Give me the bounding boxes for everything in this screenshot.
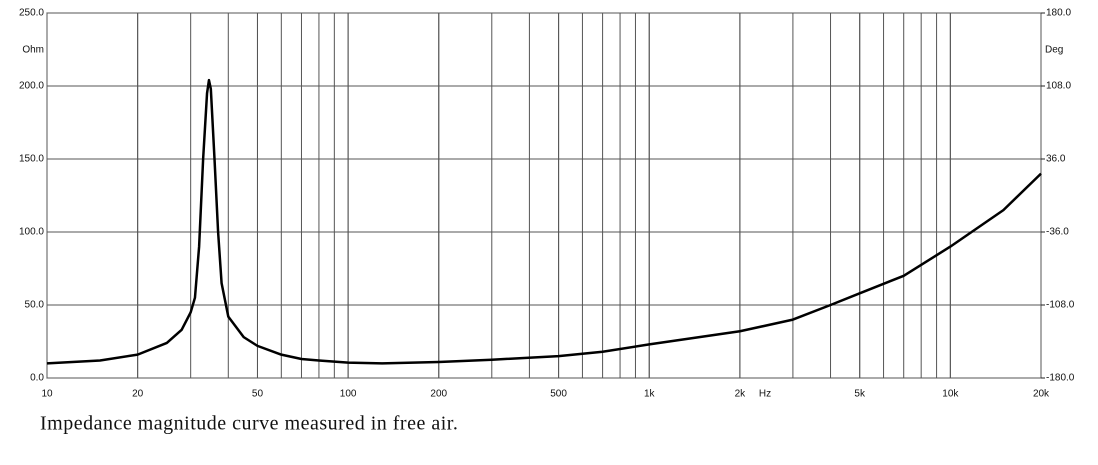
x-unit: Hz bbox=[759, 389, 771, 400]
x-tick-label: 5k bbox=[854, 389, 866, 400]
x-tick-label: 1k bbox=[644, 389, 656, 400]
y-tick-label: 100.0 bbox=[19, 227, 44, 238]
y2-tick-label: 36.0 bbox=[1046, 154, 1066, 165]
y2-tick-label: 108.0 bbox=[1046, 81, 1071, 92]
plot-frame bbox=[46, 12, 1042, 379]
x-tick-label: 10 bbox=[41, 389, 53, 400]
x-tick-label: 2k bbox=[735, 389, 747, 400]
y-tick-label: 150.0 bbox=[19, 154, 44, 165]
x-tick-label: 500 bbox=[550, 389, 567, 400]
impedance-curve bbox=[46, 78, 1042, 365]
y2-unit: Deg bbox=[1045, 45, 1063, 56]
y2-tick-label: -180.0 bbox=[1046, 373, 1075, 384]
y2-tick-label: -108.0 bbox=[1046, 300, 1075, 311]
y-tick-label: 250.0 bbox=[19, 8, 44, 19]
y-tick-label: 0.0 bbox=[30, 373, 44, 384]
x-tick-label: 20k bbox=[1033, 389, 1050, 400]
y2-tick-label: 180.0 bbox=[1046, 8, 1071, 19]
x-tick-label: 100 bbox=[340, 389, 357, 400]
caption: Impedance magnitude curve measured in fr… bbox=[40, 413, 458, 435]
y2-tick-label: -36.0 bbox=[1046, 227, 1069, 238]
x-tick-label: 10k bbox=[942, 389, 959, 400]
y-tick-label: 200.0 bbox=[19, 81, 44, 92]
x-tick-label: 200 bbox=[430, 389, 447, 400]
y-unit: Ohm bbox=[22, 45, 44, 56]
y-tick-label: 50.0 bbox=[25, 300, 45, 311]
x-tick-label: 20 bbox=[132, 389, 144, 400]
x-tick-label: 50 bbox=[252, 389, 264, 400]
